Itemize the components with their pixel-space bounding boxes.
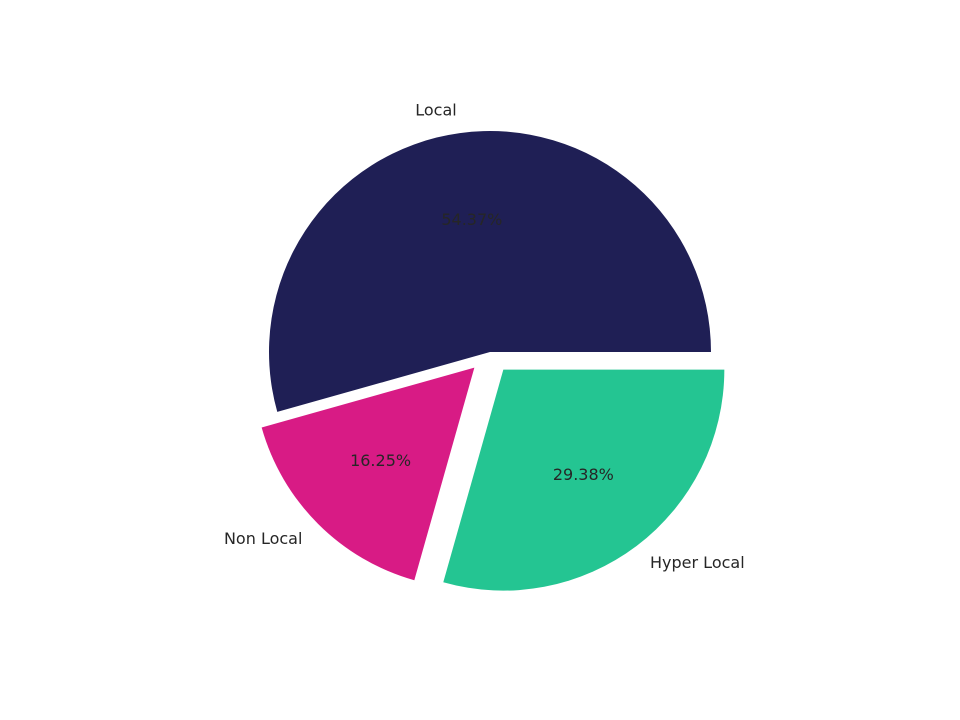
pie-slice	[261, 367, 475, 581]
slice-label: Local	[415, 101, 456, 120]
value-label: 16.25%	[350, 451, 411, 470]
value-label: 29.38%	[553, 465, 614, 484]
slice-label: Hyper Local	[650, 553, 745, 572]
pie-slice	[443, 369, 725, 591]
value-label: 54.37%	[441, 210, 502, 229]
pie-slice	[269, 131, 711, 412]
slice-label: Non Local	[224, 529, 302, 548]
